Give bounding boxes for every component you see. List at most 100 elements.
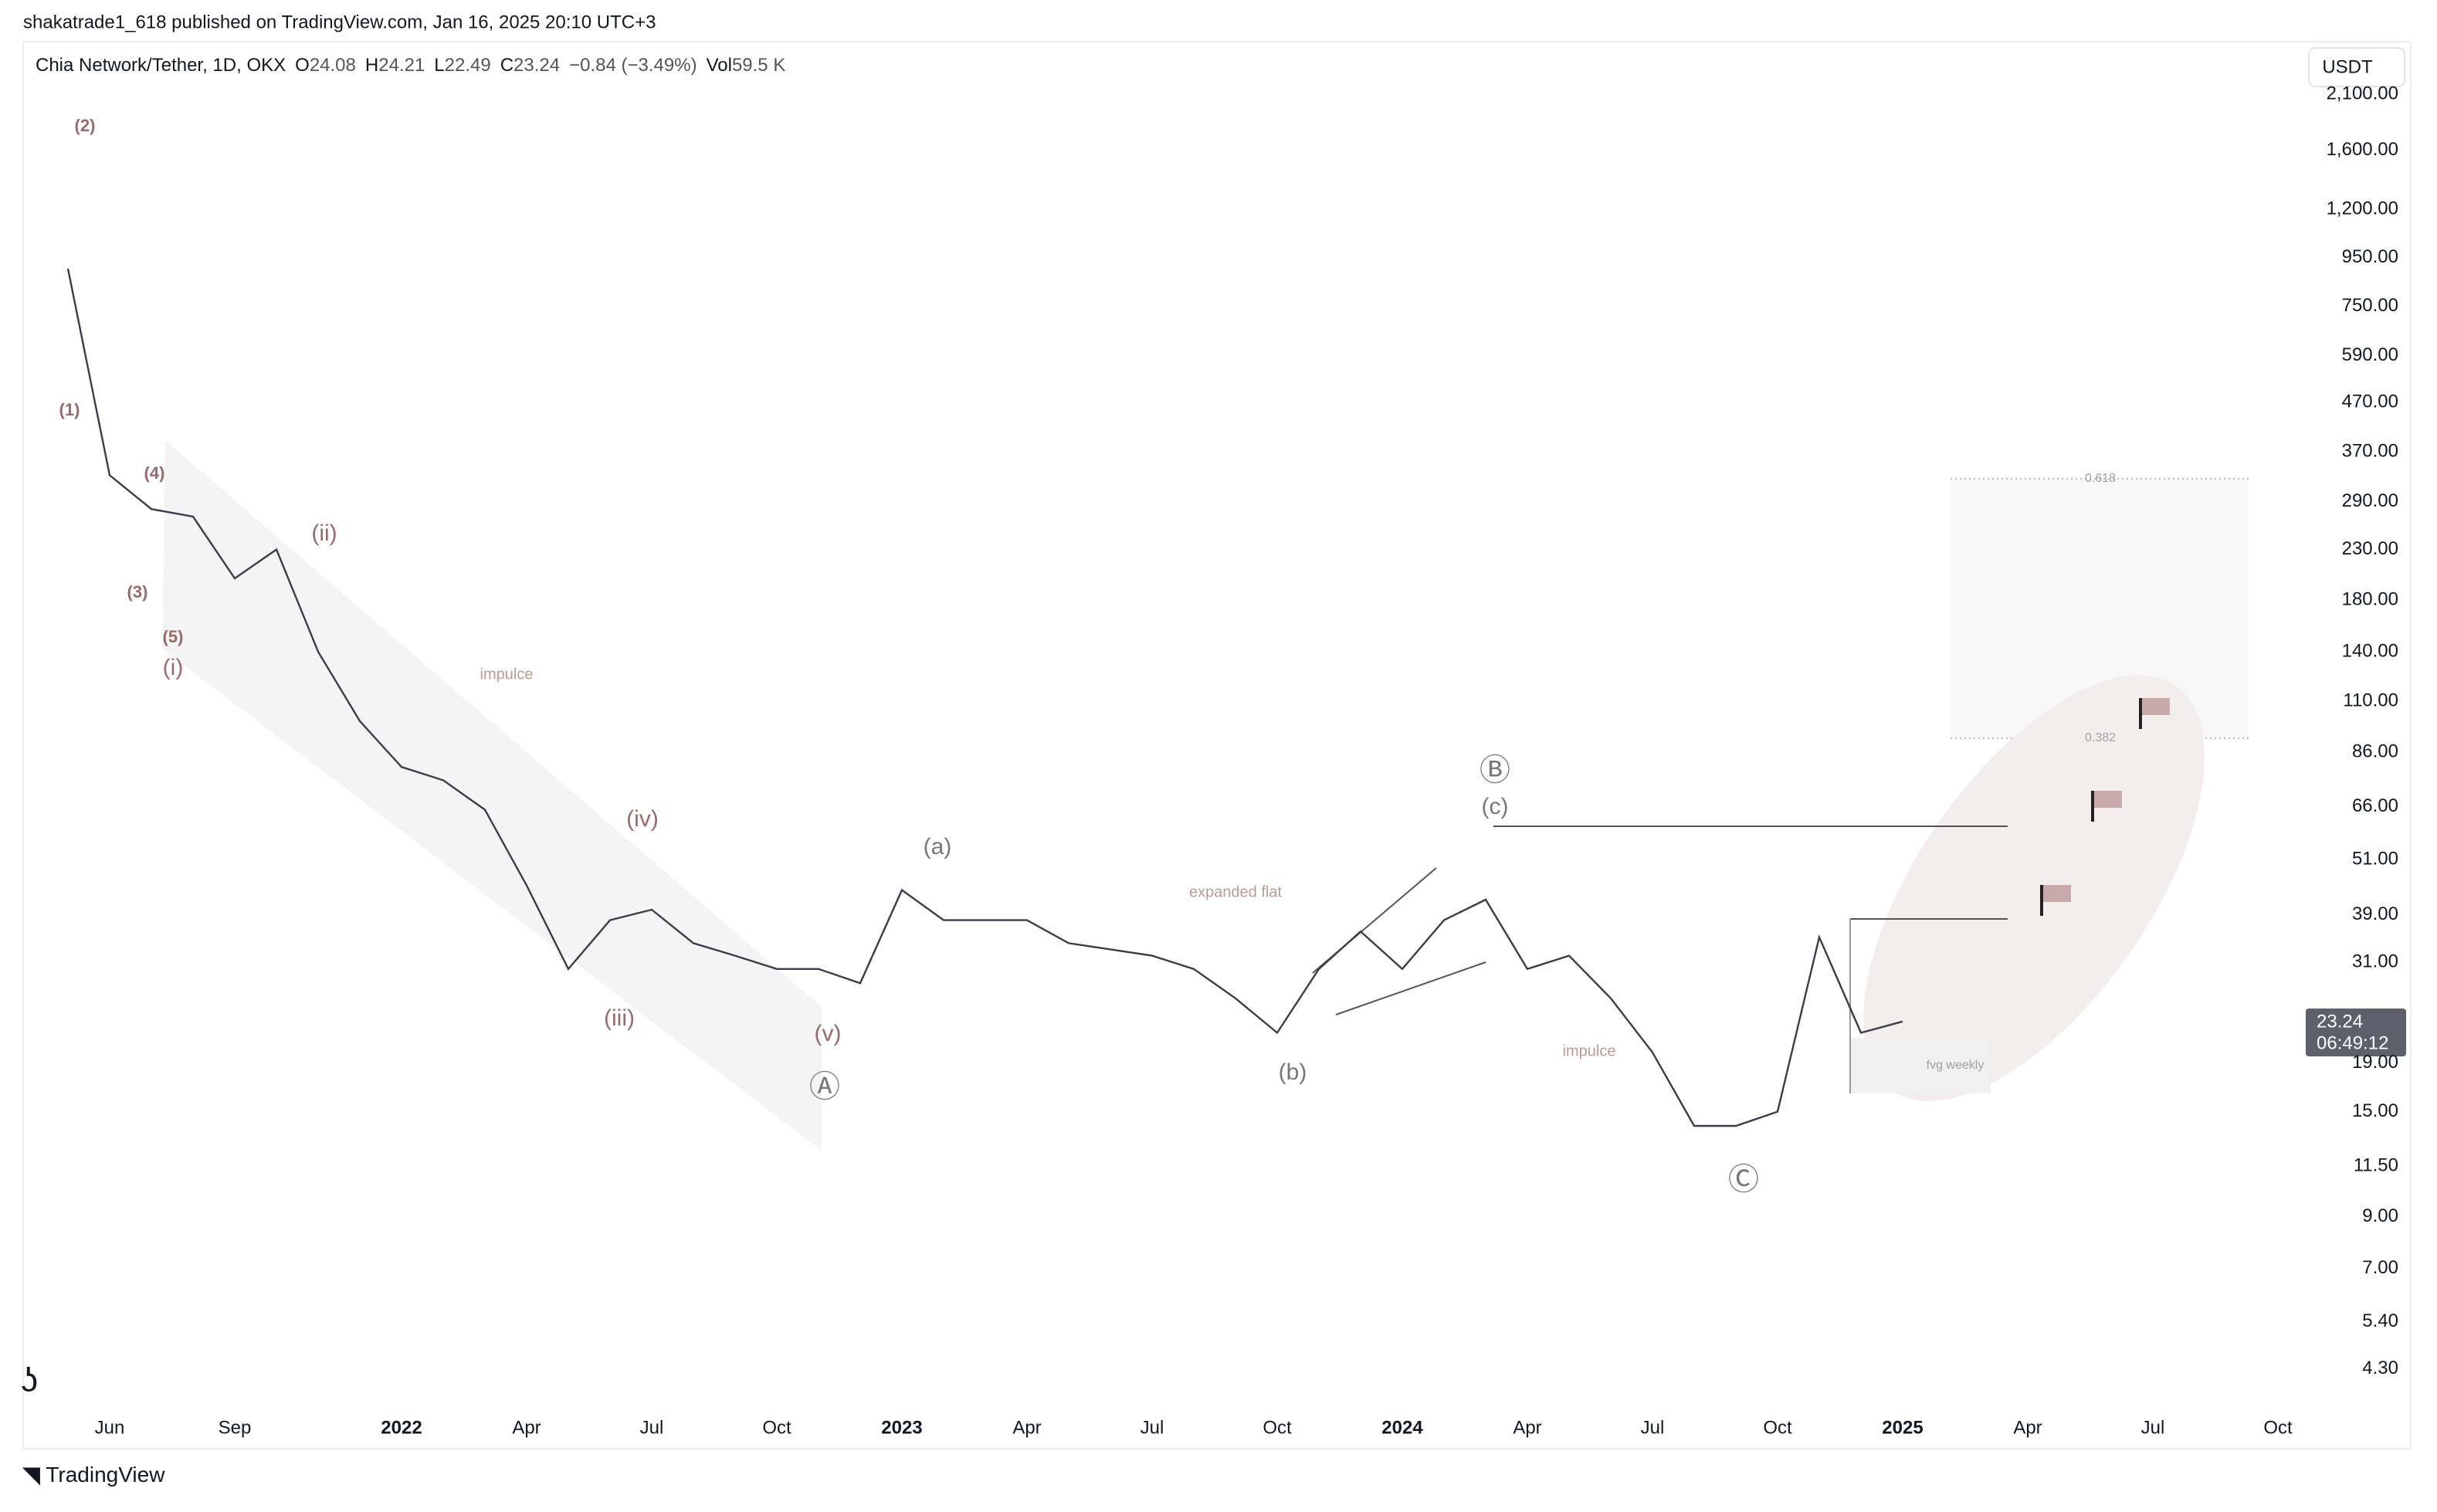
x-tick-label: Oct	[2263, 1417, 2293, 1438]
y-tick-label: 4.30	[2362, 1358, 2398, 1378]
y-tick-label: 290.00	[2342, 490, 2398, 511]
fib-label: 0.382	[2085, 731, 2116, 744]
y-tick-label: 950.00	[2342, 246, 2398, 267]
note: fvg weekly	[1927, 1059, 1985, 1072]
change: −0.84 (−3.49%)	[569, 55, 697, 76]
x-tick-label: Jul	[1641, 1417, 1665, 1438]
wave-label: Ⓑ	[1479, 754, 1510, 788]
wave-label: (a)	[924, 834, 952, 859]
x-tick-label: Apr	[2013, 1417, 2042, 1438]
channel	[162, 440, 822, 1151]
wave-label: (v)	[815, 1021, 842, 1046]
wave-label: (2)	[75, 116, 96, 135]
y-tick-label: 51.00	[2352, 849, 2398, 870]
x-tick-label: Jun	[95, 1417, 125, 1438]
symbol: Chia Network/Tether, 1D, OKX	[36, 55, 286, 76]
logo-icon[interactable]: ʖ	[21, 1361, 38, 1399]
publisher: shakatrade1_618 published on TradingView…	[23, 12, 656, 32]
y-tick-label: 590.00	[2342, 344, 2398, 365]
x-tick-label: 2025	[1882, 1417, 1923, 1438]
price-tag	[2306, 1009, 2406, 1056]
fvg-zone	[1850, 1038, 1991, 1093]
triangle-line	[1335, 961, 1486, 1015]
flags	[2040, 698, 2170, 916]
target-ellipse	[1863, 675, 2205, 1101]
x-tick-label: Jul	[640, 1417, 664, 1438]
ohlc-value: 22.49	[445, 55, 491, 76]
wave-label: Ⓒ	[1728, 1163, 1759, 1197]
currency-button[interactable]	[2308, 47, 2405, 87]
y-tick-label: 9.00	[2362, 1205, 2398, 1226]
y-tick-label: 140.00	[2342, 640, 2398, 661]
y-tick-label: 15.00	[2352, 1100, 2398, 1121]
y-tick-label: 19.00	[2352, 1052, 2398, 1073]
note: expanded flat	[1189, 883, 1283, 900]
countdown: 06:49:12	[2317, 1032, 2388, 1053]
ohlc-label: O	[295, 55, 310, 76]
y-tick-label: 66.00	[2352, 795, 2398, 816]
x-tick-label: Apr	[512, 1417, 541, 1438]
y-tick-label: 750.00	[2342, 295, 2398, 316]
fib-label: 0.618	[2085, 472, 2116, 485]
currency[interactable]: USDT	[2322, 56, 2373, 77]
annotations: (2) (1) (4) (3) (5) (i) (ii) (iii) (iv) …	[59, 116, 2117, 1197]
ohlc-label: C	[500, 55, 513, 76]
wave-label: (4)	[144, 463, 165, 483]
wave-label: (5)	[163, 627, 184, 646]
wave-label: Ⓐ	[809, 1070, 840, 1104]
x-tick-label: 2022	[381, 1417, 422, 1438]
y-tick-label: 86.00	[2352, 741, 2398, 761]
flag	[2094, 791, 2122, 808]
note: impulce	[480, 666, 534, 683]
y-tick-label: 2,100.00	[2327, 83, 2398, 103]
x-tick-label: Apr	[1513, 1417, 1541, 1438]
y-tick-label: 470.00	[2342, 391, 2398, 412]
y-tick-label: 1,600.00	[2327, 139, 2398, 160]
ohlc-value: 23.24	[513, 55, 560, 76]
wave-label: (c)	[1482, 794, 1509, 819]
x-tick-label: Jul	[1141, 1417, 1164, 1438]
y-tick-label: 230.00	[2342, 538, 2398, 559]
volume-label: Vol	[707, 55, 732, 76]
x-tick-label: Oct	[1763, 1417, 1792, 1438]
wave-label: (iv)	[626, 806, 659, 832]
wave-label: (3)	[127, 582, 148, 602]
wave-label: (b)	[1279, 1059, 1307, 1085]
price-line	[66, 268, 1903, 1127]
wave-label: (ii)	[311, 520, 337, 546]
y-tick-label: 31.00	[2352, 951, 2398, 971]
wave-label: (iii)	[604, 1005, 635, 1031]
y-tick-label: 370.00	[2342, 440, 2398, 461]
note: impulce	[1563, 1042, 1616, 1059]
x-tick-label: Jul	[2141, 1417, 2165, 1438]
price-tag-value: 23.24	[2317, 1011, 2363, 1032]
x-tick-label: Oct	[762, 1417, 791, 1438]
y-tick-label: 7.00	[2362, 1257, 2398, 1278]
ohlc-label: H	[365, 55, 378, 76]
x-tick-label: Sep	[219, 1417, 252, 1438]
x-tick-label: Apr	[1012, 1417, 1041, 1438]
flag	[2142, 698, 2170, 715]
wave-label: (i)	[163, 655, 184, 680]
ohlc-value: 24.08	[310, 55, 356, 76]
frame	[22, 41, 2412, 1449]
y-tick-label: 1,200.00	[2327, 198, 2398, 219]
y-tick-label: 110.00	[2343, 690, 2398, 711]
symbol-legend: Chia Network/Tether, 1D, OKX O24.08 H24.21…	[36, 55, 785, 76]
y-tick-label: 39.00	[2352, 903, 2398, 924]
y-tick-label: 5.40	[2362, 1310, 2398, 1331]
wave-label: (1)	[59, 400, 80, 419]
flag	[2043, 885, 2071, 902]
ohlc-label: L	[434, 55, 444, 76]
x-tick-label: 2023	[881, 1417, 922, 1438]
y-tick-label: 11.50	[2354, 1155, 2398, 1176]
brand[interactable]: TradingView	[46, 1463, 165, 1487]
footer-brand[interactable]: ◥ TradingView	[22, 1463, 165, 1487]
ohlc-value: 24.21	[378, 55, 425, 76]
x-tick-label: Oct	[1263, 1417, 1292, 1438]
series	[66, 268, 1903, 1127]
volume: 59.5 K	[732, 55, 785, 76]
x-tick-label: 2024	[1381, 1417, 1423, 1438]
